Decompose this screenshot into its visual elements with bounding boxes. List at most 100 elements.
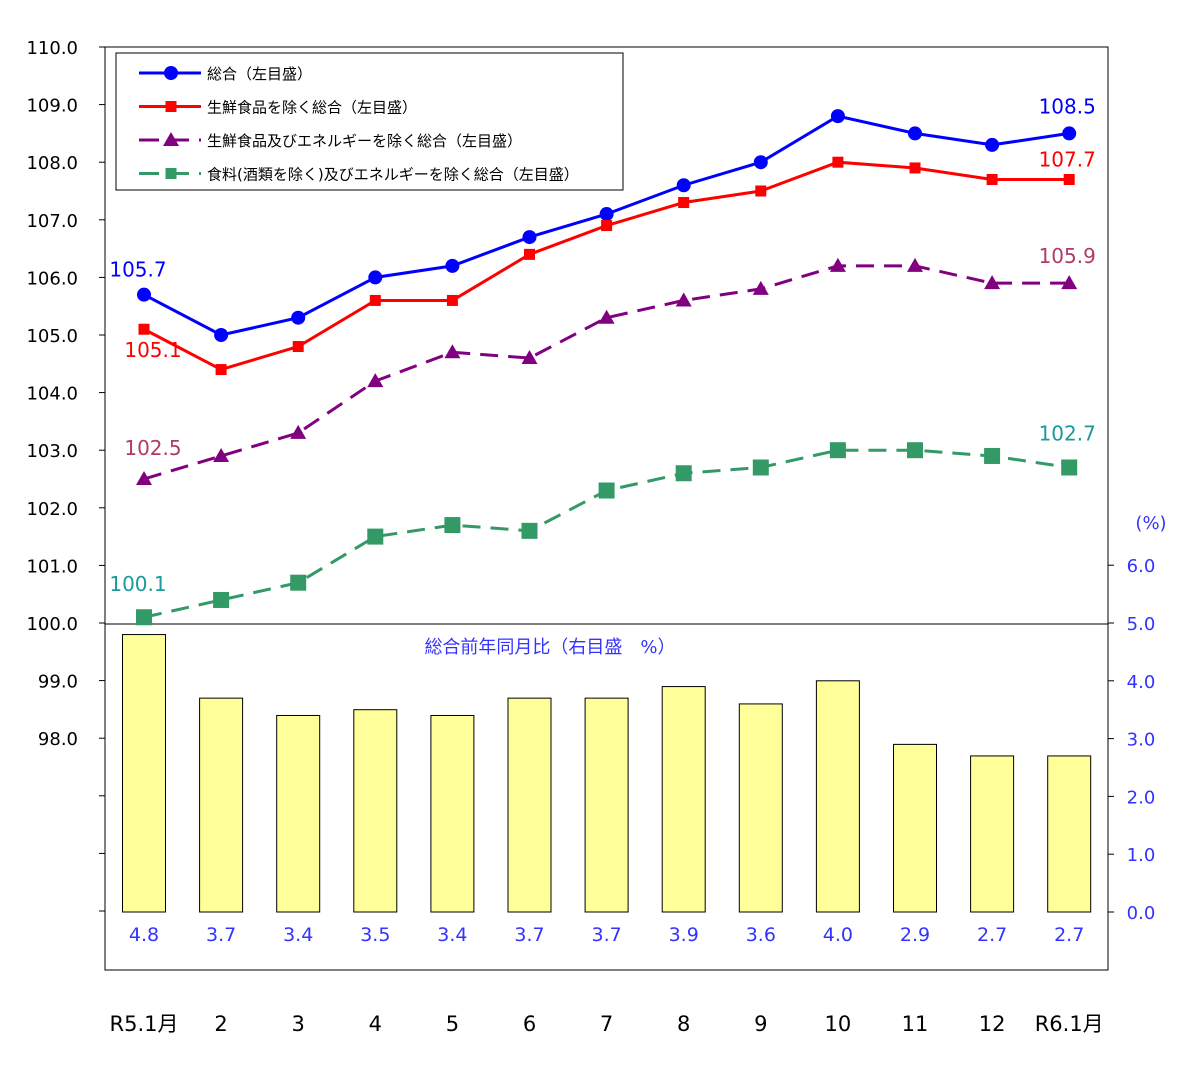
x-tick-label: 4 xyxy=(369,1012,382,1036)
marker-triangle xyxy=(136,471,152,485)
series-line xyxy=(143,448,1070,619)
series-line xyxy=(143,160,1070,372)
left-tick-label: 107.0 xyxy=(26,211,78,232)
line-series-1: 105.1 107.7 xyxy=(124,147,1096,376)
marker-square xyxy=(215,364,227,376)
x-tick-label: 12 xyxy=(979,1012,1006,1036)
bar xyxy=(1047,755,1092,913)
legend-label: 生鮮食品及びエネルギーを除く総合（左目盛） xyxy=(207,132,522,150)
left-tick-label: 106.0 xyxy=(26,268,78,289)
bar-value-label: 3.9 xyxy=(669,924,699,946)
bar xyxy=(122,634,166,913)
marker-triangle xyxy=(367,373,384,388)
left-tick-label: 100.0 xyxy=(26,614,78,635)
bar xyxy=(893,743,937,913)
marker-circle xyxy=(676,178,691,193)
marker-square xyxy=(213,591,230,608)
legend-label: 総合（左目盛） xyxy=(207,65,312,83)
bar-value-label: 2.9 xyxy=(900,924,930,946)
marker-triangle xyxy=(444,344,461,359)
marker-square xyxy=(755,185,767,197)
left-tick-label: 104.0 xyxy=(26,384,78,405)
line-series-3: 100.1 102.7 xyxy=(109,421,1096,626)
x-tick-label: R6.1月 xyxy=(1035,1012,1104,1036)
bar-value-label: 3.7 xyxy=(206,924,236,946)
bar xyxy=(584,697,629,913)
marker-triangle xyxy=(1061,275,1078,290)
legend: 総合（左目盛） 生鮮食品を除く総合（左目盛） 生鮮食品及びエネルギーを除く総合（左目… xyxy=(115,52,624,191)
bar xyxy=(199,697,244,913)
marker-square xyxy=(678,197,690,209)
bar xyxy=(507,697,552,913)
marker-square xyxy=(598,482,615,499)
marker-circle xyxy=(1062,126,1077,141)
marker-square xyxy=(829,442,846,459)
marker-triangle xyxy=(598,309,615,324)
bar-value-label: 3.4 xyxy=(437,924,467,946)
x-tick-label: 10 xyxy=(825,1012,852,1036)
x-tick-label: 7 xyxy=(600,1012,613,1036)
marker-circle xyxy=(445,258,460,273)
marker-square xyxy=(524,248,535,260)
legend-label: 生鮮食品を除く総合（左目盛） xyxy=(207,99,417,117)
marker-square xyxy=(165,101,177,112)
marker-circle xyxy=(368,270,383,285)
marker-triangle xyxy=(984,275,1001,290)
marker-circle xyxy=(753,155,768,170)
bar xyxy=(430,714,475,913)
right-tick-label: 4.0 xyxy=(1127,672,1156,693)
right-axis-unit: (%) xyxy=(1135,513,1166,534)
legend-label: 食料(酒類を除く)及びエネルギーを除く総合（左目盛） xyxy=(207,166,579,184)
line-series-0: 105.7 108.5 xyxy=(109,94,1096,342)
first-value-label: 105.7 xyxy=(109,258,166,282)
marker-circle xyxy=(599,207,614,222)
marker-circle xyxy=(164,66,178,80)
left-tick-label: 102.0 xyxy=(26,499,78,520)
marker-circle xyxy=(214,328,229,342)
bar xyxy=(353,709,398,913)
left-tick-label: 99.0 xyxy=(38,672,78,693)
bar-value-label: 3.4 xyxy=(283,924,313,946)
series-line xyxy=(143,264,1070,481)
bar-value-label: 4.0 xyxy=(823,924,853,946)
marker-triangle xyxy=(907,257,923,272)
x-tick-label: 9 xyxy=(754,1012,767,1036)
marker-triangle xyxy=(829,257,846,272)
marker-square xyxy=(290,574,307,591)
x-tick-label: 2 xyxy=(214,1012,227,1036)
marker-triangle xyxy=(752,280,769,295)
marker-circle xyxy=(908,126,922,141)
marker-triangle xyxy=(521,350,538,365)
left-tick-label: 110.0 xyxy=(26,38,78,59)
marker-square xyxy=(1061,459,1078,476)
marker-square xyxy=(165,168,177,179)
right-tick-label: 2.0 xyxy=(1127,787,1156,808)
marker-triangle xyxy=(163,132,179,146)
marker-square xyxy=(444,517,461,534)
last-value-label: 108.5 xyxy=(1039,94,1096,118)
bar xyxy=(661,686,706,913)
x-tick-label: 5 xyxy=(446,1012,459,1036)
left-tick-label: 103.0 xyxy=(26,441,78,462)
x-tick-label: R5.1月 xyxy=(110,1012,179,1036)
x-tick-label: 6 xyxy=(523,1012,536,1036)
bar-value-label: 3.7 xyxy=(591,924,621,946)
marker-circle xyxy=(137,287,151,302)
bar-value-label: 3.5 xyxy=(360,924,390,946)
marker-square xyxy=(675,465,692,482)
marker-square xyxy=(909,162,921,174)
bar xyxy=(276,714,321,913)
marker-square xyxy=(446,294,458,306)
left-tick-label: 105.0 xyxy=(26,326,78,347)
first-value-label: 102.5 xyxy=(124,436,181,460)
marker-triangle xyxy=(675,292,692,307)
right-tick-label: 1.0 xyxy=(1127,845,1156,866)
x-tick-label: 8 xyxy=(677,1012,690,1036)
marker-square xyxy=(832,156,844,168)
marker-square xyxy=(986,173,998,185)
left-tick-label: 109.0 xyxy=(26,96,78,117)
marker-circle xyxy=(291,310,306,325)
bar xyxy=(815,680,860,913)
bar-value-label: 2.7 xyxy=(1054,924,1084,946)
